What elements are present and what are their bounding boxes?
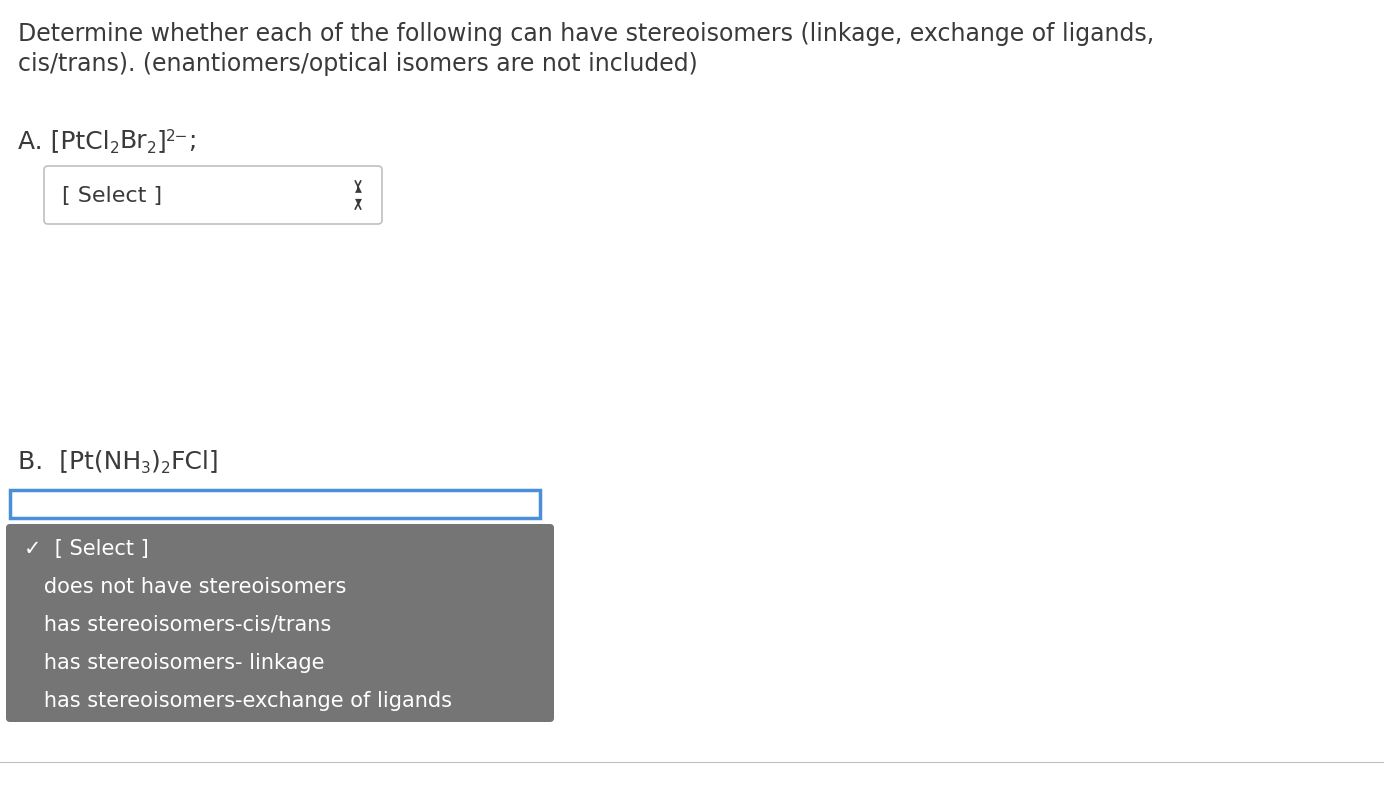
Text: cis/trans). (enantiomers/optical isomers are not included): cis/trans). (enantiomers/optical isomers… (18, 52, 698, 76)
Text: FCl]: FCl] (170, 449, 219, 473)
Text: ▴
▾: ▴ ▾ (354, 182, 361, 208)
Text: has stereoisomers-cis/trans: has stereoisomers-cis/trans (24, 615, 331, 635)
Text: has stereoisomers-exchange of ligands: has stereoisomers-exchange of ligands (24, 691, 453, 711)
Text: ;: ; (188, 129, 197, 153)
Text: 3: 3 (141, 461, 151, 476)
Text: Br: Br (119, 129, 147, 153)
FancyBboxPatch shape (6, 524, 554, 722)
Text: 2: 2 (161, 461, 170, 476)
Text: has stereoisomers- linkage: has stereoisomers- linkage (24, 653, 324, 673)
Text: 2: 2 (147, 141, 156, 156)
Text: 2−: 2− (166, 129, 188, 144)
Text: ]: ] (156, 129, 166, 153)
Text: 2: 2 (109, 141, 119, 156)
Text: [ Select ]: [ Select ] (62, 186, 162, 206)
Text: A. [PtCl: A. [PtCl (18, 129, 109, 153)
Text: ✓  [ Select ]: ✓ [ Select ] (24, 539, 148, 559)
Text: Determine whether each of the following can have stereoisomers (linkage, exchang: Determine whether each of the following … (18, 22, 1154, 46)
FancyBboxPatch shape (44, 166, 382, 224)
FancyBboxPatch shape (10, 490, 540, 518)
Text: ): ) (151, 449, 161, 473)
Text: does not have stereoisomers: does not have stereoisomers (24, 577, 346, 597)
Text: B.  [Pt(NH: B. [Pt(NH (18, 449, 141, 473)
